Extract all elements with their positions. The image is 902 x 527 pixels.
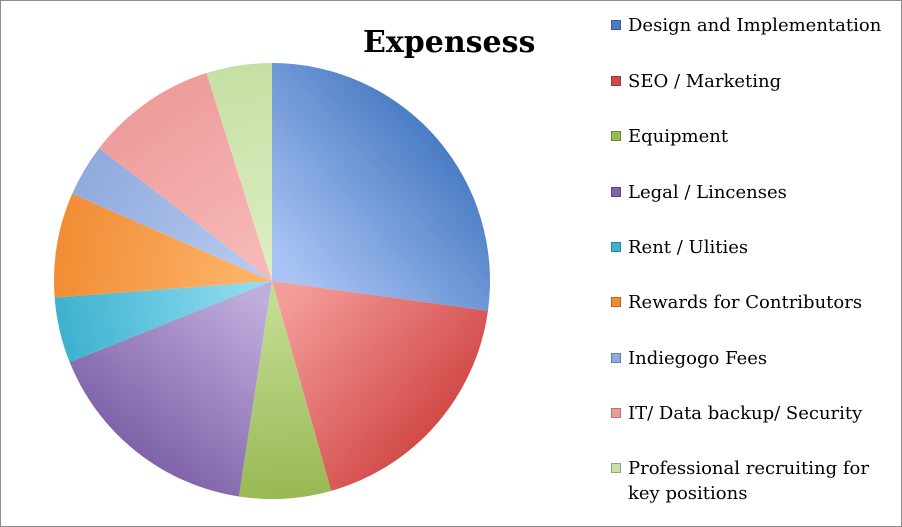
legend-swatch [611,353,621,363]
legend-item: Professional recruiting for key position… [611,456,896,506]
legend-item: SEO / Marketing [611,69,896,94]
legend-swatch [611,242,621,252]
pie-slice [69,281,272,497]
legend-item: Rent / Ulities [611,235,896,260]
legend-item: Legal / Lincenses [611,180,896,205]
legend-swatch [611,463,621,473]
legend-swatch [611,131,621,141]
legend-item: Rewards for Contributors [611,290,896,315]
pie-slice [99,73,272,281]
legend-label: Design and Implementation [628,15,882,36]
legend-label: Legal / Lincenses [628,182,787,203]
pie-slice [72,148,272,281]
legend-item: IT/ Data backup/ Security [611,401,896,426]
legend-item: Indiegogo Fees [611,346,896,371]
legend-swatch [611,20,621,30]
legend-label: Rewards for Contributors [628,292,863,313]
pie-slice [54,193,272,298]
legend-label: IT/ Data backup/ Security [628,403,863,424]
legend-label: SEO / Marketing [628,71,782,92]
legend-label: Rent / Ulities [628,237,749,258]
legend-swatch [611,408,621,418]
chart-title: Expensess [363,25,536,60]
pie-slice [238,281,332,499]
legend-item: Design and Implementation [611,13,896,38]
legend-label: Equipment [628,126,729,147]
legend-swatch [611,187,621,197]
pie-slice [272,281,488,491]
legend-item: Equipment [611,124,896,149]
pie-slice [272,63,490,311]
legend-label: Professional recruiting for key position… [628,458,869,504]
legend-label: Indiegogo Fees [628,348,768,369]
legend-swatch [611,297,621,307]
pie-slice [206,63,272,281]
legend-swatch [611,76,621,86]
pie-slice [54,281,272,363]
